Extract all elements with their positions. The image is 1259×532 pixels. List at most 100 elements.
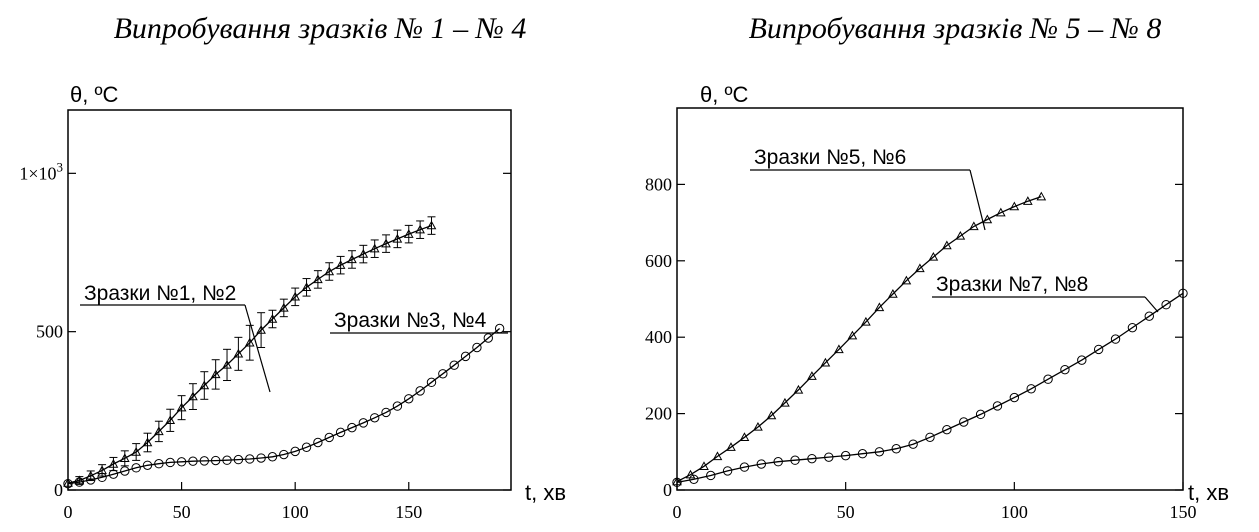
y-tick-label: 200: [645, 404, 672, 424]
data-point-triangle: [726, 442, 736, 451]
y-tick-label: 800: [645, 174, 672, 194]
data-point-triangle: [165, 415, 176, 425]
data-point-triangle: [739, 432, 750, 441]
data-point-circle: [942, 424, 952, 435]
data-point-circle: [689, 474, 699, 485]
data-point-circle: [256, 453, 266, 463]
data-point-triangle: [119, 453, 130, 463]
data-point-circle: [86, 475, 96, 485]
data-point-circle: [1060, 364, 1070, 375]
data-point-circle: [1009, 392, 1020, 403]
chart2-series: [672, 191, 1188, 488]
series-line-1: [676, 195, 1042, 483]
data-point-circle: [992, 401, 1003, 411]
data-point-triangle: [233, 348, 244, 358]
data-point-triangle: [969, 221, 979, 231]
chart1-x-label: t, хв: [525, 480, 566, 505]
data-point-triangle: [131, 446, 142, 456]
data-point-circle: [142, 460, 153, 470]
data-point-triangle: [176, 402, 187, 412]
data-point-circle: [74, 477, 85, 487]
data-point-circle: [891, 444, 901, 454]
data-point-triangle: [426, 220, 437, 230]
data-point-circle: [245, 454, 255, 464]
data-point-triangle: [995, 207, 1006, 217]
data-point-circle: [472, 342, 482, 353]
data-point-circle: [460, 351, 471, 362]
data-point-circle: [381, 407, 391, 418]
data-point-triangle: [142, 437, 153, 447]
data-point-triangle: [267, 313, 278, 323]
data-point-circle: [756, 459, 767, 469]
data-point-circle: [199, 456, 210, 466]
data-point-triangle: [278, 302, 289, 312]
series-line-2: [676, 292, 1184, 484]
data-point-triangle: [381, 238, 391, 248]
data-point-triangle: [766, 410, 777, 420]
data-point-circle: [290, 446, 300, 457]
data-point-circle: [301, 442, 312, 452]
data-point-triangle: [1036, 191, 1047, 201]
annotation-leader: [1144, 296, 1159, 313]
x-tick-label: 0: [673, 502, 682, 522]
data-point-circle: [404, 394, 414, 404]
data-point-circle: [108, 469, 119, 479]
data-point-circle: [807, 453, 817, 464]
data-point-circle: [1144, 311, 1154, 321]
data-point-triangle: [955, 230, 966, 240]
data-point-circle: [874, 447, 885, 457]
data-point-circle: [324, 432, 334, 443]
data-point-circle: [790, 455, 800, 465]
data-point-circle: [210, 455, 221, 466]
data-point-circle: [1178, 288, 1188, 298]
chart2-frame: [676, 107, 1184, 491]
x-tick-label: 150: [395, 502, 422, 522]
data-point-circle: [279, 449, 289, 460]
x-tick-label: 150: [1170, 502, 1197, 522]
data-point-circle: [176, 457, 187, 467]
data-point-circle: [722, 466, 733, 476]
data-point-circle: [449, 360, 459, 370]
data-point-triangle: [942, 240, 952, 250]
data-point-circle: [908, 439, 918, 449]
annotation-label-series-2: Зразки №3, №4: [334, 309, 487, 332]
data-point-triangle: [874, 302, 885, 312]
data-point-triangle: [256, 325, 266, 334]
data-point-triangle: [1009, 201, 1020, 211]
data-point-circle: [335, 427, 346, 438]
data-point-triangle: [712, 451, 723, 461]
data-point-circle: [358, 418, 369, 428]
data-point-triangle: [780, 397, 790, 407]
data-point-triangle: [820, 357, 831, 367]
data-point-triangle: [85, 470, 96, 480]
data-point-triangle: [369, 243, 380, 253]
chart1-series: [63, 216, 505, 489]
data-point-triangle: [74, 475, 85, 485]
data-point-triangle: [313, 274, 323, 284]
data-point-triangle: [901, 275, 912, 285]
data-point-triangle: [847, 330, 858, 340]
data-point-triangle: [403, 229, 414, 238]
data-point-circle: [1043, 374, 1053, 384]
data-point-circle: [438, 369, 448, 379]
data-point-triangle: [154, 426, 164, 436]
annotation-leader: [969, 169, 986, 231]
data-point-triangle: [188, 391, 198, 401]
x-tick-label: 50: [837, 502, 855, 522]
data-point-circle: [426, 377, 437, 388]
data-point-circle: [369, 413, 380, 423]
data-point-triangle: [807, 371, 817, 380]
data-point-circle: [165, 457, 175, 468]
data-point-triangle: [347, 254, 357, 264]
data-point-circle: [233, 454, 244, 465]
data-point-triangle: [108, 459, 119, 468]
x-tick-label: 0: [64, 502, 73, 522]
data-point-triangle: [1022, 196, 1033, 205]
data-point-circle: [706, 470, 716, 481]
annotation-label-series-2: Зразки №7, №8: [936, 273, 1088, 296]
data-point-triangle: [888, 289, 898, 298]
data-point-triangle: [699, 461, 709, 471]
chart1-annotations: Зразки №1, №2 Зразки №3, №4: [80, 282, 508, 393]
data-point-triangle: [358, 249, 369, 258]
